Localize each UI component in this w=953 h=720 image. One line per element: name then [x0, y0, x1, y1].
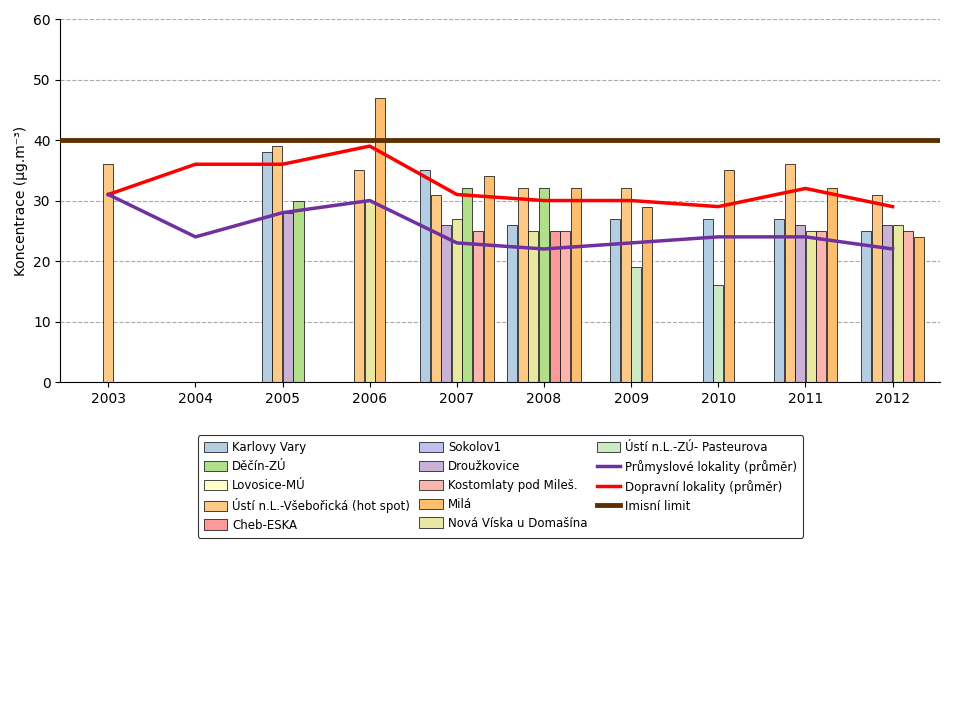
Bar [723, 171, 733, 382]
Bar [913, 237, 923, 382]
Bar [283, 212, 293, 382]
Bar [805, 231, 815, 382]
Bar [364, 201, 375, 382]
Bar [713, 285, 722, 382]
Bar [452, 219, 461, 382]
Bar [354, 171, 364, 382]
Legend: Karlovy Vary, Děčín-ZÚ, Lovosice-MÚ, Ústí n.L.-Všebořická (hot spot), Cheb-ESKA,: Karlovy Vary, Děčín-ZÚ, Lovosice-MÚ, Úst… [197, 435, 802, 538]
Bar [816, 231, 825, 382]
Bar [861, 231, 870, 382]
Bar [702, 219, 712, 382]
Bar [826, 189, 836, 382]
Bar [430, 194, 440, 382]
Bar [462, 189, 472, 382]
Bar [483, 176, 493, 382]
Bar [507, 225, 517, 382]
Bar [620, 189, 630, 382]
Bar [549, 231, 559, 382]
Bar [473, 231, 482, 382]
Bar [871, 194, 881, 382]
Bar [892, 225, 902, 382]
Bar [103, 164, 113, 382]
Bar [559, 231, 570, 382]
Bar [794, 225, 804, 382]
Bar [773, 219, 783, 382]
Bar [261, 152, 272, 382]
Bar [538, 189, 549, 382]
Bar [375, 98, 385, 382]
Bar [441, 225, 451, 382]
Bar [641, 207, 651, 382]
Bar [272, 146, 282, 382]
Bar [570, 189, 580, 382]
Bar [783, 164, 794, 382]
Bar [294, 201, 303, 382]
Bar [419, 171, 430, 382]
Bar [882, 225, 891, 382]
Bar [528, 231, 537, 382]
Bar [631, 267, 640, 382]
Bar [902, 231, 913, 382]
Y-axis label: Koncentrace (μg.m⁻³): Koncentrace (μg.m⁻³) [13, 125, 28, 276]
Bar [517, 189, 527, 382]
Bar [610, 219, 619, 382]
